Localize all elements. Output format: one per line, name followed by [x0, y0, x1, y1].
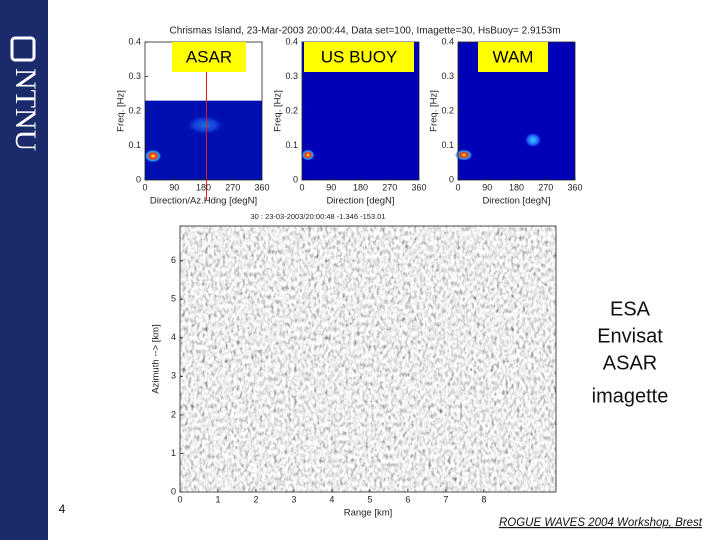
footer: ROGUE WAVES 2004 Workshop, Brest — [499, 517, 703, 529]
y-tick-label: 0.2 — [285, 105, 298, 115]
side-text: Envisat — [597, 325, 663, 347]
y-tick-label: 2 — [171, 409, 176, 419]
x-tick-label: 6 — [405, 494, 410, 504]
panel-label-box — [172, 42, 246, 72]
x-tick-label: 1 — [215, 494, 220, 504]
panel-label: WAM — [493, 47, 534, 66]
x-tick-label: 90 — [326, 182, 336, 192]
y-tick-label: 4 — [171, 332, 176, 342]
y-axis-label: Azimuth --> [km] — [151, 324, 162, 393]
y-tick-label: 0 — [136, 174, 141, 184]
x-axis-label: Direction [degN] — [482, 196, 550, 207]
x-axis-label: Direction/Az.Hdng [degN] — [150, 196, 257, 207]
spectrum-blob — [524, 132, 542, 148]
x-axis-label: Range [km] — [344, 508, 393, 519]
panel-label-box — [304, 42, 414, 72]
x-tick-label: 4 — [329, 494, 334, 504]
x-tick-label: 270 — [382, 182, 397, 192]
panel-label: ASAR — [186, 47, 232, 66]
x-tick-label: 90 — [482, 182, 492, 192]
imagette-caption: 30 : 23-03-2003/20:00:48 -1.346 -153.01 — [250, 212, 385, 221]
x-tick-label: 360 — [254, 182, 269, 192]
sar-imagette — [180, 226, 556, 492]
x-tick-label: 2 — [253, 494, 258, 504]
x-tick-label: 3 — [291, 494, 296, 504]
page-number: 4 — [59, 502, 66, 516]
x-tick-label: 7 — [443, 494, 448, 504]
x-tick-label: 0 — [455, 182, 460, 192]
x-tick-label: 0 — [177, 494, 182, 504]
x-tick-label: 360 — [567, 182, 582, 192]
y-tick-label: 0.4 — [128, 36, 141, 46]
y-tick-label: 0 — [449, 174, 454, 184]
panel-label-box — [478, 42, 548, 72]
x-tick-label: 180 — [509, 182, 524, 192]
x-axis-label: Direction [degN] — [326, 196, 394, 207]
y-tick-label: 6 — [171, 255, 176, 265]
y-tick-label: 3 — [171, 371, 176, 381]
y-tick-label: 0.2 — [441, 105, 454, 115]
x-tick-label: 0 — [299, 182, 304, 192]
y-tick-label: 0 — [293, 174, 298, 184]
axes-frame — [179, 225, 557, 493]
x-tick-label: 270 — [225, 182, 240, 192]
x-tick-label: 5 — [367, 494, 372, 504]
y-tick-label: 0.3 — [441, 71, 454, 81]
x-tick-label: 0 — [142, 182, 147, 192]
figure-title: Chrismas Island, 23-Mar-2003 20:00:44, D… — [169, 26, 560, 37]
spectrum-blob — [185, 115, 225, 135]
y-axis-label: Freq. [Hz] — [273, 90, 284, 132]
y-tick-label: 0.1 — [285, 140, 298, 150]
x-tick-label: 270 — [538, 182, 553, 192]
y-tick-label: 0.1 — [441, 140, 454, 150]
spectrum-image — [145, 100, 262, 180]
x-tick-label: 8 — [481, 494, 486, 504]
spectrum-peak — [301, 149, 315, 161]
y-tick-label: 0.1 — [128, 140, 141, 150]
y-tick-label: 0.4 — [441, 36, 454, 46]
spectrum-peak — [455, 149, 473, 161]
y-tick-label: 0.4 — [285, 36, 298, 46]
x-tick-label: 90 — [169, 182, 179, 192]
y-tick-label: 1 — [171, 448, 176, 458]
side-text: imagette — [592, 385, 669, 407]
x-tick-label: 360 — [411, 182, 426, 192]
y-tick-label: 0.2 — [128, 105, 141, 115]
y-axis-label: Freq. [Hz] — [429, 90, 440, 132]
side-text: ESA — [610, 298, 651, 320]
x-tick-label: 180 — [196, 182, 211, 192]
spectrum-peak — [144, 149, 162, 163]
panel-label: US BUOY — [321, 47, 398, 66]
logo-mark — [10, 36, 36, 62]
y-tick-label: 0.3 — [285, 71, 298, 81]
logo-text: NTNU — [9, 68, 42, 152]
sidebar — [0, 0, 48, 540]
y-axis-label: Freq. [Hz] — [116, 90, 127, 132]
y-tick-label: 5 — [171, 294, 176, 304]
x-tick-label: 180 — [353, 182, 368, 192]
y-tick-label: 0.3 — [128, 71, 141, 81]
side-text: ASAR — [603, 352, 657, 374]
y-tick-label: 0 — [171, 486, 176, 496]
